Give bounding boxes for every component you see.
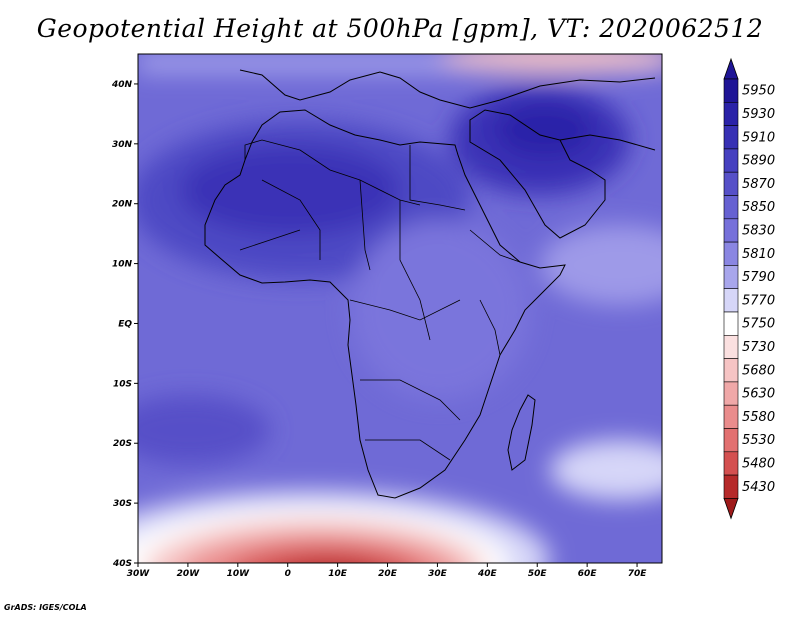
colorbar-label: 5810 xyxy=(742,247,775,262)
longitude-axis: 30W 20W 10W 0 10E 20E 30E 40E 50E 60E 70E xyxy=(127,563,647,579)
colorbar-label: 5910 xyxy=(742,130,775,145)
colorbar-segment xyxy=(723,428,739,453)
lat-tick-label: EQ xyxy=(118,319,132,329)
plot-frame xyxy=(137,53,663,564)
colorbar-label: 5790 xyxy=(742,270,775,285)
height-field xyxy=(138,54,662,563)
colorbar-segment xyxy=(723,358,739,383)
field-north-low xyxy=(440,54,662,72)
grads-credit: GrADS: IGES/COLA xyxy=(4,603,87,612)
colorbar-label: 5630 xyxy=(742,387,775,402)
field-sahara-core xyxy=(180,145,400,235)
lat-tick-label: 30S xyxy=(113,499,132,509)
lon-tick-label: 20W xyxy=(177,569,201,579)
field-south-atlantic-high xyxy=(138,395,270,465)
lon-tick-label: 30E xyxy=(428,569,448,579)
colorbar-label: 5890 xyxy=(742,154,775,169)
lon-tick-label: 10E xyxy=(328,569,348,579)
colorbar-label: 5950 xyxy=(742,84,775,99)
lat-tick-label: 40N xyxy=(111,80,133,90)
map-title: Geopotential Height at 500hPa [gpm], VT:… xyxy=(36,14,764,43)
colorbar-label: 5580 xyxy=(742,410,775,425)
coastlines xyxy=(204,69,656,499)
colorbar-segment xyxy=(723,78,739,103)
colorbar-segment xyxy=(723,195,739,220)
colorbar-bottom-arrow xyxy=(723,497,739,520)
europe-coastline xyxy=(239,69,656,109)
colorbar-segment xyxy=(723,381,739,406)
lon-tick-label: 50E xyxy=(528,569,548,579)
colorbar-label: 5870 xyxy=(742,177,775,192)
latitude-axis: 40N 30N 20N 10N EQ 10S 20S 30S 40S xyxy=(111,80,138,569)
lon-tick-label: 30W xyxy=(127,569,151,579)
colorbar-segment xyxy=(723,265,739,289)
lon-tick-label: 10W xyxy=(227,569,251,579)
colorbar-segment xyxy=(723,404,739,429)
colorbar-segment xyxy=(723,311,739,336)
field-south-indian-light xyxy=(550,440,662,500)
colorbar-label: 5430 xyxy=(742,480,775,495)
field-trough-5 xyxy=(238,546,412,563)
field-arabia-core xyxy=(495,102,595,158)
lat-tick-label: 10S xyxy=(113,379,132,389)
persian-coastline xyxy=(559,134,656,151)
africa-coastline xyxy=(204,109,566,499)
colorbar-top-arrow xyxy=(723,57,739,80)
colorbar-segment xyxy=(723,148,739,173)
lat-tick-label: 20N xyxy=(112,200,133,210)
colorbar-label: 5480 xyxy=(742,456,775,471)
field-trough-4 xyxy=(185,533,455,563)
colorbar-segment xyxy=(723,474,739,499)
colorbar-segment xyxy=(723,288,739,313)
madagascar-coastline xyxy=(507,394,536,471)
colorbar-segment xyxy=(723,102,739,126)
country-borders xyxy=(239,139,521,461)
colorbar-label: 5830 xyxy=(742,223,775,238)
colorbar-segment xyxy=(723,451,739,476)
field-indian-ocean xyxy=(540,225,662,305)
lon-tick-label: 0 xyxy=(285,569,291,579)
lat-tick-label: 10N xyxy=(112,260,133,270)
colorbar-label: 5850 xyxy=(742,200,775,215)
lon-tick-label: 40E xyxy=(477,569,498,579)
lon-tick-label: 60E xyxy=(578,569,598,579)
arabia-coastline xyxy=(469,109,606,239)
colorbar-label: 5680 xyxy=(742,363,775,378)
lon-tick-label: 70E xyxy=(628,569,648,579)
colorbar-label: 5770 xyxy=(742,293,775,308)
colorbar-label: 5750 xyxy=(742,317,775,332)
colorbar-segment xyxy=(723,334,739,359)
colorbar-segment xyxy=(723,125,739,150)
lat-tick-label: 40S xyxy=(112,559,132,569)
colorbar-segment xyxy=(723,218,739,243)
colorbar-label: 5930 xyxy=(742,107,775,122)
lon-tick-label: 20E xyxy=(378,569,398,579)
colorbar-segment xyxy=(723,241,739,266)
lat-tick-label: 20S xyxy=(113,439,132,449)
colorbar-segment xyxy=(723,171,739,196)
lat-tick-label: 30N xyxy=(112,140,133,150)
colorbar-label: 5530 xyxy=(742,433,775,448)
colorbar: 5950 5930 5910 5890 5870 5850 5830 5810 5790 5770… xyxy=(723,57,775,520)
colorbar-label: 5730 xyxy=(742,340,775,355)
